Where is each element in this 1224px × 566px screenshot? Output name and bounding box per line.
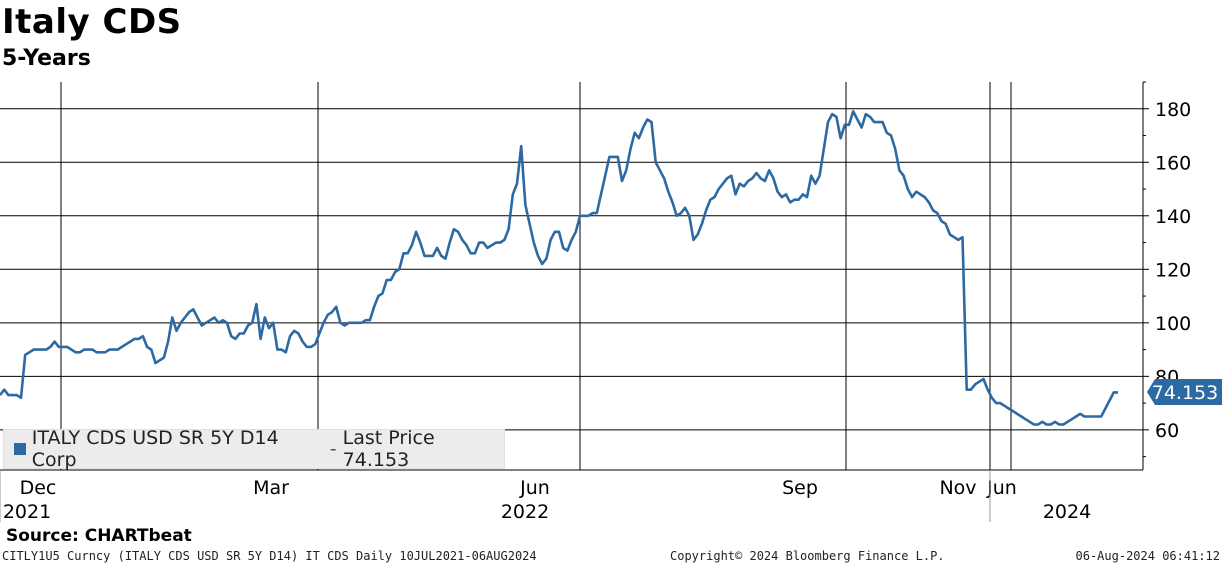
y-tick-label: 60: [1155, 420, 1179, 442]
y-tick-label: 140: [1155, 206, 1191, 228]
y-tick-label: 160: [1155, 152, 1191, 174]
grid-lines: [0, 82, 1143, 470]
series-line: [0, 110, 1118, 426]
legend-separator: -: [323, 438, 343, 460]
series-layer: [0, 110, 1118, 426]
source-note: Source: CHARTbeat: [6, 526, 192, 546]
last-price-badge: [1147, 378, 1222, 405]
legend-series-label: ITALY CDS USD SR 5Y D14 Corp: [31, 427, 279, 471]
x-tick-label: Jun: [986, 477, 1017, 499]
footer-timestamp: 06-Aug-2024 06:41:12: [1075, 549, 1221, 563]
x-tick-label: Sep: [782, 477, 818, 499]
last-price-badge-group: 74.153: [1147, 378, 1222, 405]
footer-copyright: Copyright© 2024 Bloomberg Finance L.P.: [670, 549, 945, 563]
legend-last-price: Last Price 74.153: [342, 427, 435, 471]
y-tick-label: 120: [1155, 259, 1191, 281]
footer-ticker: CITLY1U5 Curncy (ITALY CDS USD SR 5Y D14…: [2, 549, 537, 563]
legend-swatch: [14, 443, 26, 455]
x-year-label: 2024: [1043, 501, 1091, 523]
x-tick-label: Dec: [20, 477, 57, 499]
legend: ITALY CDS USD SR 5Y D14 Corp - Last Pric…: [3, 427, 505, 471]
x-year-label: 2021: [3, 501, 51, 523]
x-tick-label: Nov: [939, 477, 976, 499]
chart-subtitle: 5-Years: [2, 46, 91, 71]
y-tick-label: 180: [1155, 99, 1191, 121]
x-tick-label: Mar: [253, 477, 289, 499]
last-price-badge-label: 74.153: [1152, 382, 1218, 404]
x-year-label: 2022: [501, 501, 549, 523]
y-tick-label: 100: [1155, 313, 1191, 335]
x-tick-label: Jun: [519, 477, 550, 499]
chart-title: Italy CDS: [2, 2, 182, 42]
